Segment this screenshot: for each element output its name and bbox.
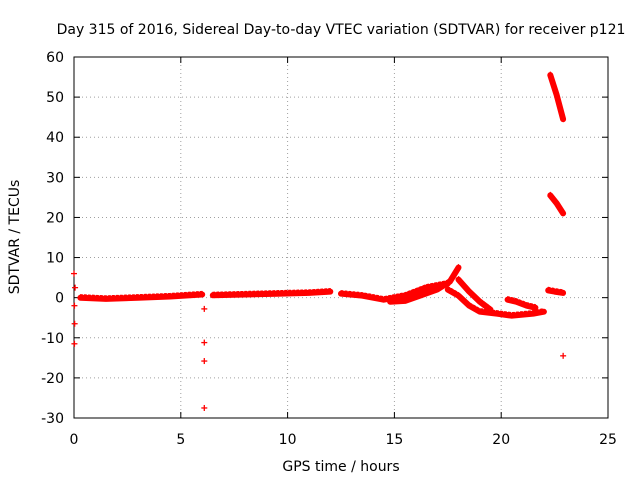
data-band-edge xyxy=(547,286,564,291)
data-band xyxy=(545,287,567,296)
data-band xyxy=(547,192,567,217)
x-tick-label: 15 xyxy=(385,432,403,448)
data-band xyxy=(77,291,206,302)
data-point xyxy=(201,339,208,346)
data-band-edge xyxy=(507,296,536,306)
plot-frame xyxy=(73,56,609,419)
y-tick-label: -10 xyxy=(41,331,64,347)
x-tick-label: 5 xyxy=(176,432,185,448)
data-band-edge xyxy=(212,288,331,293)
data-point xyxy=(201,305,208,312)
data-point xyxy=(560,352,567,359)
data-point xyxy=(71,320,78,327)
data-band xyxy=(338,280,451,303)
data-point xyxy=(201,358,208,365)
data-band-edge xyxy=(457,276,492,308)
x-tick-label: 25 xyxy=(599,432,617,448)
tick-labels: 0 5 10 15 20 25 -30 -20 -10 0 10 20 30 40 50 60 xyxy=(41,50,617,448)
data-band-edge xyxy=(549,191,564,211)
data-band-edge xyxy=(549,71,564,117)
y-tick-label: -20 xyxy=(41,371,64,387)
y-tick-label: 20 xyxy=(46,210,64,226)
x-axis-label: GPS time / hours xyxy=(282,459,399,475)
data-band xyxy=(444,286,547,319)
data-point xyxy=(201,404,208,411)
x-tick-label: 10 xyxy=(279,432,297,448)
data-points xyxy=(71,270,567,411)
y-tick-label: -30 xyxy=(41,411,64,427)
data-band-edge xyxy=(389,264,460,300)
axis-ticks xyxy=(73,56,609,419)
grid-lines xyxy=(74,57,608,418)
data-point xyxy=(71,270,77,277)
x-tick-label: 0 xyxy=(70,432,79,448)
data-band xyxy=(547,72,567,123)
data-band xyxy=(387,264,462,305)
data-band xyxy=(455,276,494,313)
data-band xyxy=(209,288,334,299)
y-tick-label: 60 xyxy=(46,50,64,66)
y-tick-label: 40 xyxy=(46,130,64,146)
data-band xyxy=(504,296,539,311)
data-band-edge xyxy=(79,290,203,297)
data-point xyxy=(71,340,78,347)
y-tick-label: 10 xyxy=(46,251,64,267)
y-tick-label: 0 xyxy=(55,291,64,307)
chart-title: Day 315 of 2016, Sidereal Day-to-day VTE… xyxy=(57,22,626,38)
data-point xyxy=(71,302,78,309)
data-point xyxy=(72,284,79,291)
data-band-edge xyxy=(340,280,449,298)
x-tick-label: 20 xyxy=(492,432,510,448)
y-tick-label: 30 xyxy=(46,170,64,186)
data-bands xyxy=(77,71,567,319)
y-axis-label: SDTVAR / TECUs xyxy=(7,180,23,295)
y-tick-label: 50 xyxy=(46,90,64,106)
